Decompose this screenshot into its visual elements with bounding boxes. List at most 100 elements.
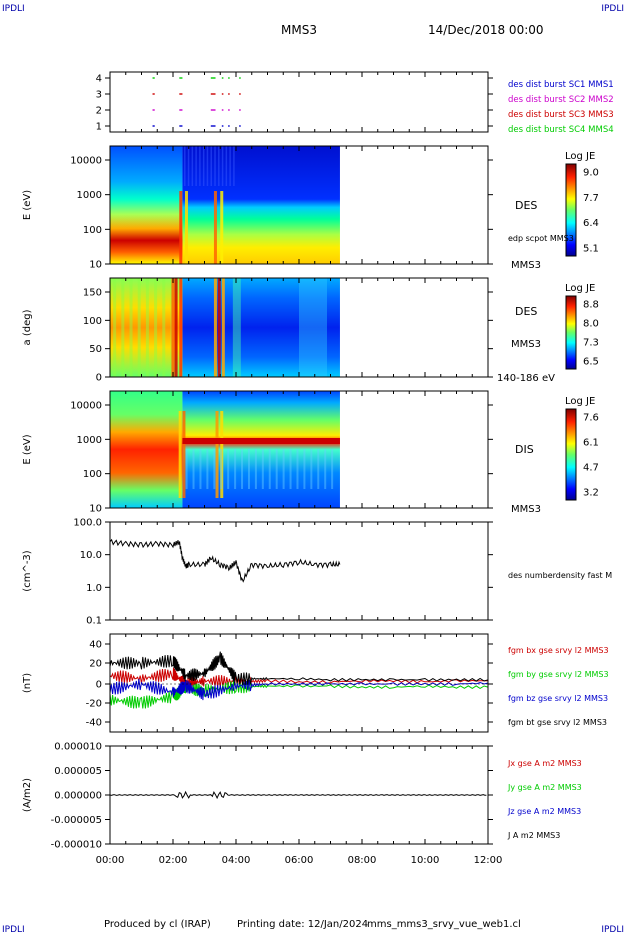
spectrogram-streak <box>206 449 209 489</box>
density-series-line <box>109 538 341 583</box>
colorbar <box>565 163 577 257</box>
x-tick-label: 02:00 <box>159 855 188 866</box>
colorbar-tick-label: 6.4 <box>583 218 599 229</box>
spectrogram-streak <box>221 278 225 377</box>
spectrogram-streak <box>162 278 166 377</box>
colorbar-tick-label: 5.1 <box>583 244 599 255</box>
spectrogram-fill-pre <box>110 278 183 377</box>
corner-label-top-right: IPDLI <box>601 4 624 14</box>
spectrogram-streak <box>220 411 224 498</box>
spectrogram-streak <box>206 146 209 186</box>
panel-frame <box>109 71 489 133</box>
corner-label-bottom-left: IPDLI <box>2 925 25 935</box>
spectrogram-streak <box>310 449 313 489</box>
b-series-line <box>109 651 489 686</box>
y-tick-label: 1 <box>96 122 102 133</box>
colorbar-tick-label: 4.7 <box>583 463 599 474</box>
y-axis-label: E (eV) <box>22 434 33 464</box>
spectrogram-streak <box>213 449 216 489</box>
spectrogram-streak <box>179 191 183 264</box>
y-tick-label: 40 <box>89 640 102 651</box>
y-tick-label: 2 <box>96 106 102 117</box>
spectrogram-streak <box>215 411 219 498</box>
spacecraft-title: MMS3 <box>281 23 317 37</box>
colorbar-title: Log JE <box>565 151 595 162</box>
panel-frame <box>109 521 489 621</box>
spectrogram-fill-post <box>182 146 340 264</box>
spectrogram-fill-post <box>182 278 340 377</box>
y-tick-label: -0.000005 <box>51 815 102 826</box>
legend-entry: des dist burst SC3 MMS3 <box>508 110 614 120</box>
spectrogram-streak <box>199 449 202 489</box>
x-tick-label: 08:00 <box>348 855 377 866</box>
spectrogram-streak <box>268 449 271 489</box>
spectrogram-fill-post <box>182 391 340 508</box>
spectrogram-streak <box>232 278 241 377</box>
footer-produced-by: Produced by cl (IRAP) <box>104 919 211 930</box>
y-tick-label: 100 <box>83 225 102 236</box>
y-tick-label: 1000 <box>77 190 102 201</box>
spectrogram-streak <box>191 146 194 186</box>
colorbar-tick-label: 7.3 <box>583 338 599 349</box>
footer-printing-date: Printing date: 12/Jan/2024 <box>237 919 369 930</box>
spectrogram-streak <box>220 191 224 264</box>
y-tick-label: 20 <box>89 659 102 670</box>
spectrogram-streak <box>241 449 244 489</box>
y-tick-label: 0 <box>96 373 102 384</box>
spectrogram-streak <box>202 146 205 186</box>
date-title: 14/Dec/2018 00:00 <box>428 23 544 37</box>
spectrogram-streak <box>234 449 237 489</box>
y-tick-label: 100 <box>83 316 102 327</box>
y-axis-label: (A/m2) <box>22 778 33 812</box>
y-tick-label: -20 <box>86 699 102 710</box>
colorbar-tick-label: 9.0 <box>583 168 599 179</box>
spectrogram-streak <box>317 449 320 489</box>
spectrogram-fill-pre <box>110 146 183 264</box>
spectrogram-streak <box>154 278 158 377</box>
legend-entry: Jz gse A m2 MMS3 <box>507 807 581 816</box>
y-tick-label: 0 <box>96 680 102 691</box>
spectrogram-streak <box>254 449 257 489</box>
spectrogram-streak <box>225 146 228 186</box>
spectrogram-streak <box>217 278 221 377</box>
legend-entry: Jy gse A m2 MMS3 <box>507 783 582 792</box>
spectrogram-streak <box>282 449 285 489</box>
colorbar <box>565 408 577 501</box>
spectrogram-streak <box>178 411 182 498</box>
x-tick-label: 04:00 <box>222 855 251 866</box>
spectrogram-streak <box>227 449 230 489</box>
spectrogram-streak <box>121 278 125 377</box>
colorbar-title: Log JE <box>565 396 595 407</box>
legend-entry: des dist burst SC4 MMS4 <box>508 125 614 135</box>
spectrogram-streak <box>261 449 264 489</box>
y-tick-label: 50 <box>89 344 102 355</box>
spectrogram-streak <box>213 278 217 377</box>
corner-label-top-left: IPDLI <box>2 4 25 14</box>
colorbar-tick-label: 7.6 <box>583 413 599 424</box>
spectrogram-streak <box>145 278 149 377</box>
spectrogram-streak <box>289 449 292 489</box>
panel-label: MMS3 <box>511 260 541 271</box>
spectrogram-streak <box>137 278 141 377</box>
y-tick-label: -0.000010 <box>51 840 102 851</box>
spectrogram-streak <box>171 278 175 377</box>
b-series-line <box>109 667 489 690</box>
y-tick-label: 1000 <box>77 435 102 446</box>
legend-entry: des numberdensity fast M <box>508 571 612 580</box>
spectrogram-streak <box>174 278 178 377</box>
spectrogram-streak <box>192 449 195 489</box>
legend-entry: des dist burst SC1 MMS1 <box>508 80 614 90</box>
footer-filename: mms_mms3_srvy_vue_web1.cl <box>367 919 521 930</box>
spectrogram-streak <box>184 146 186 186</box>
y-tick-label: 3 <box>96 90 102 101</box>
spectrogram-streak <box>182 411 186 498</box>
spectrogram-streak <box>324 449 327 489</box>
y-tick-label: 10000 <box>70 156 102 167</box>
spectrogram-streak <box>184 191 188 264</box>
spectrogram-streak <box>331 449 334 489</box>
x-tick-label: 10:00 <box>411 855 440 866</box>
spectrogram-streak <box>221 146 224 186</box>
y-axis-label: E (eV) <box>22 190 33 220</box>
spectrogram-streak <box>296 449 299 489</box>
